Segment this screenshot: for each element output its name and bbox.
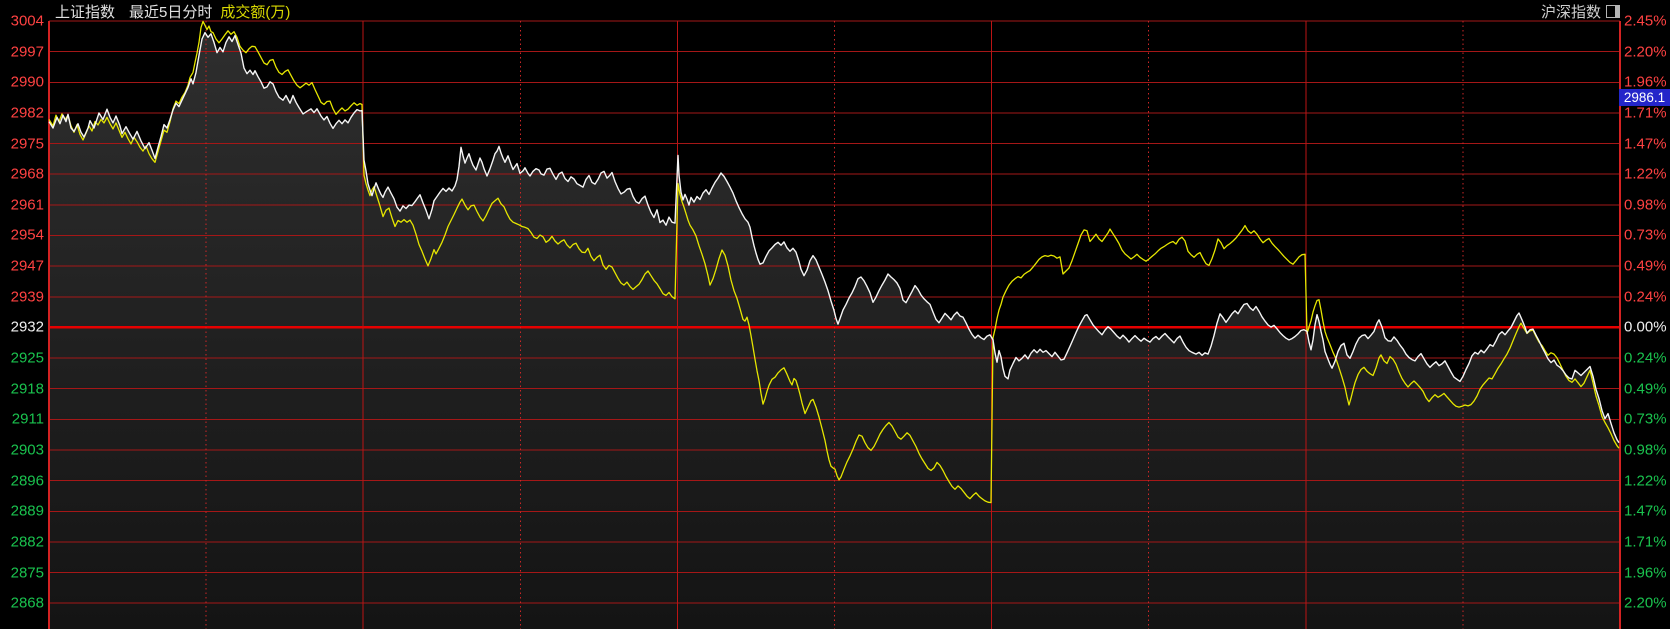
- right-axis-percent-label: 1.71%: [1624, 533, 1667, 551]
- current-price-badge: 2986.1: [1619, 88, 1670, 106]
- right-axis-percent-label: 0.73%: [1624, 410, 1667, 428]
- chart-title: 上证指数 最近5日分时 成交额(万): [55, 1, 290, 22]
- left-axis-price-label: 2939: [10, 288, 44, 306]
- left-axis-price-label: 2889: [10, 502, 44, 520]
- right-axis-percent-label: 1.22%: [1624, 472, 1667, 490]
- left-axis-price-label: 2882: [10, 533, 44, 551]
- left-axis-price-label: 2896: [10, 472, 44, 490]
- left-axis-price-label: 2982: [10, 104, 44, 122]
- left-axis-price-label: 2954: [10, 226, 44, 244]
- right-axis-percent-label: 1.96%: [1624, 73, 1667, 91]
- left-axis-price-label: 2961: [10, 196, 44, 214]
- price-area-fill: [49, 32, 1620, 629]
- left-axis-price-label: 2968: [10, 165, 44, 183]
- turnover-line: [48, 20, 1620, 504]
- right-axis-percent-label: 1.71%: [1624, 104, 1667, 122]
- left-axis-price-label: 2918: [10, 380, 44, 398]
- right-axis-percent-label: 0.00%: [1624, 318, 1667, 336]
- right-axis-percent-label: 1.96%: [1624, 564, 1667, 582]
- left-axis-price-label: 3004: [10, 12, 44, 30]
- left-axis-price-label: 2875: [10, 564, 44, 582]
- period-label: 最近5日分时: [129, 4, 213, 21]
- left-axis-price-label: 2911: [11, 410, 44, 428]
- left-axis-price-label: 2903: [10, 441, 44, 459]
- left-axis-price-label: 2925: [10, 349, 44, 367]
- right-axis-percent-label: 2.20%: [1624, 43, 1667, 61]
- right-axis-percent-label: 1.22%: [1624, 165, 1667, 183]
- left-axis-price-label: 2932: [10, 318, 44, 336]
- left-axis-price-label: 2975: [10, 135, 44, 153]
- left-axis-price-label: 2990: [10, 73, 44, 91]
- price-line: [48, 31, 1620, 444]
- panel-switch-icon: [1606, 5, 1620, 18]
- right-axis-percent-label: 0.49%: [1624, 257, 1667, 275]
- right-axis-percent-label: 0.24%: [1624, 288, 1667, 306]
- left-axis-price-label: 2947: [10, 257, 44, 275]
- hushen-index-toggle[interactable]: 沪深指数: [1541, 1, 1620, 22]
- chart-header: 上证指数 最近5日分时 成交额(万) 沪深指数: [0, 0, 1670, 22]
- right-axis-percent-label: 0.98%: [1624, 196, 1667, 214]
- right-axis-percent-label: 2.20%: [1624, 594, 1667, 612]
- turnover-legend-label: 成交额(万): [220, 4, 291, 21]
- left-axis-price-label: 2997: [10, 43, 44, 61]
- index-name-label: 上证指数: [55, 4, 116, 21]
- left-axis-price-label: 2868: [10, 594, 44, 612]
- right-axis-percent-label: 0.49%: [1624, 380, 1667, 398]
- right-axis-percent-label: 1.47%: [1624, 502, 1667, 520]
- right-axis-percent-label: 2.45%: [1624, 12, 1667, 30]
- hushen-index-label: 沪深指数: [1540, 4, 1601, 21]
- right-axis-percent-label: 0.98%: [1624, 441, 1667, 459]
- right-axis-percent-label: 1.47%: [1624, 135, 1667, 153]
- right-axis-percent-label: 0.73%: [1624, 226, 1667, 244]
- right-axis-percent-label: 0.24%: [1624, 349, 1667, 367]
